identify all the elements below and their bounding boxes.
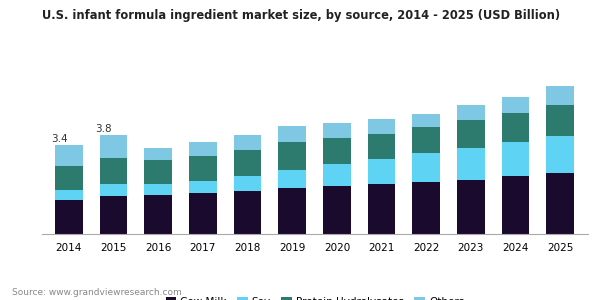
- Bar: [457, 105, 485, 120]
- Bar: [547, 173, 574, 234]
- Bar: [55, 190, 83, 200]
- Bar: [100, 184, 127, 196]
- Bar: [145, 184, 172, 195]
- Bar: [55, 145, 83, 166]
- Bar: [55, 200, 83, 234]
- Bar: [502, 142, 529, 176]
- Bar: [278, 126, 306, 142]
- Bar: [412, 153, 440, 182]
- Bar: [547, 105, 574, 136]
- Bar: [368, 119, 395, 134]
- Bar: [278, 142, 306, 170]
- Bar: [457, 180, 485, 234]
- Bar: [547, 136, 574, 173]
- Text: Source: www.grandviewresearch.com: Source: www.grandviewresearch.com: [12, 288, 182, 297]
- Bar: [368, 159, 395, 184]
- Bar: [278, 170, 306, 188]
- Bar: [412, 127, 440, 153]
- Bar: [145, 195, 172, 234]
- Bar: [412, 182, 440, 234]
- Bar: [233, 191, 262, 234]
- Bar: [100, 158, 127, 184]
- Bar: [412, 114, 440, 127]
- Bar: [323, 138, 351, 164]
- Text: 3.8: 3.8: [95, 124, 112, 134]
- Bar: [323, 186, 351, 234]
- Bar: [233, 150, 262, 176]
- Text: 3.4: 3.4: [51, 134, 68, 144]
- Bar: [278, 188, 306, 234]
- Bar: [457, 148, 485, 180]
- Legend: Cow Milk, Soy, Protein Hydrolysates, Others: Cow Milk, Soy, Protein Hydrolysates, Oth…: [161, 293, 469, 300]
- Text: U.S. infant formula ingredient market size, by source, 2014 - 2025 (USD Billion): U.S. infant formula ingredient market si…: [42, 9, 560, 22]
- Bar: [502, 176, 529, 234]
- Bar: [323, 123, 351, 138]
- Bar: [100, 135, 127, 158]
- Bar: [189, 142, 217, 156]
- Bar: [189, 194, 217, 234]
- Bar: [189, 156, 217, 181]
- Bar: [368, 134, 395, 159]
- Bar: [233, 176, 262, 191]
- Bar: [189, 181, 217, 194]
- Bar: [368, 184, 395, 234]
- Bar: [547, 86, 574, 105]
- Bar: [145, 160, 172, 184]
- Bar: [323, 164, 351, 186]
- Bar: [457, 120, 485, 148]
- Bar: [100, 196, 127, 234]
- Bar: [55, 166, 83, 190]
- Bar: [233, 135, 262, 150]
- Bar: [502, 113, 529, 142]
- Bar: [145, 148, 172, 160]
- Bar: [502, 97, 529, 113]
